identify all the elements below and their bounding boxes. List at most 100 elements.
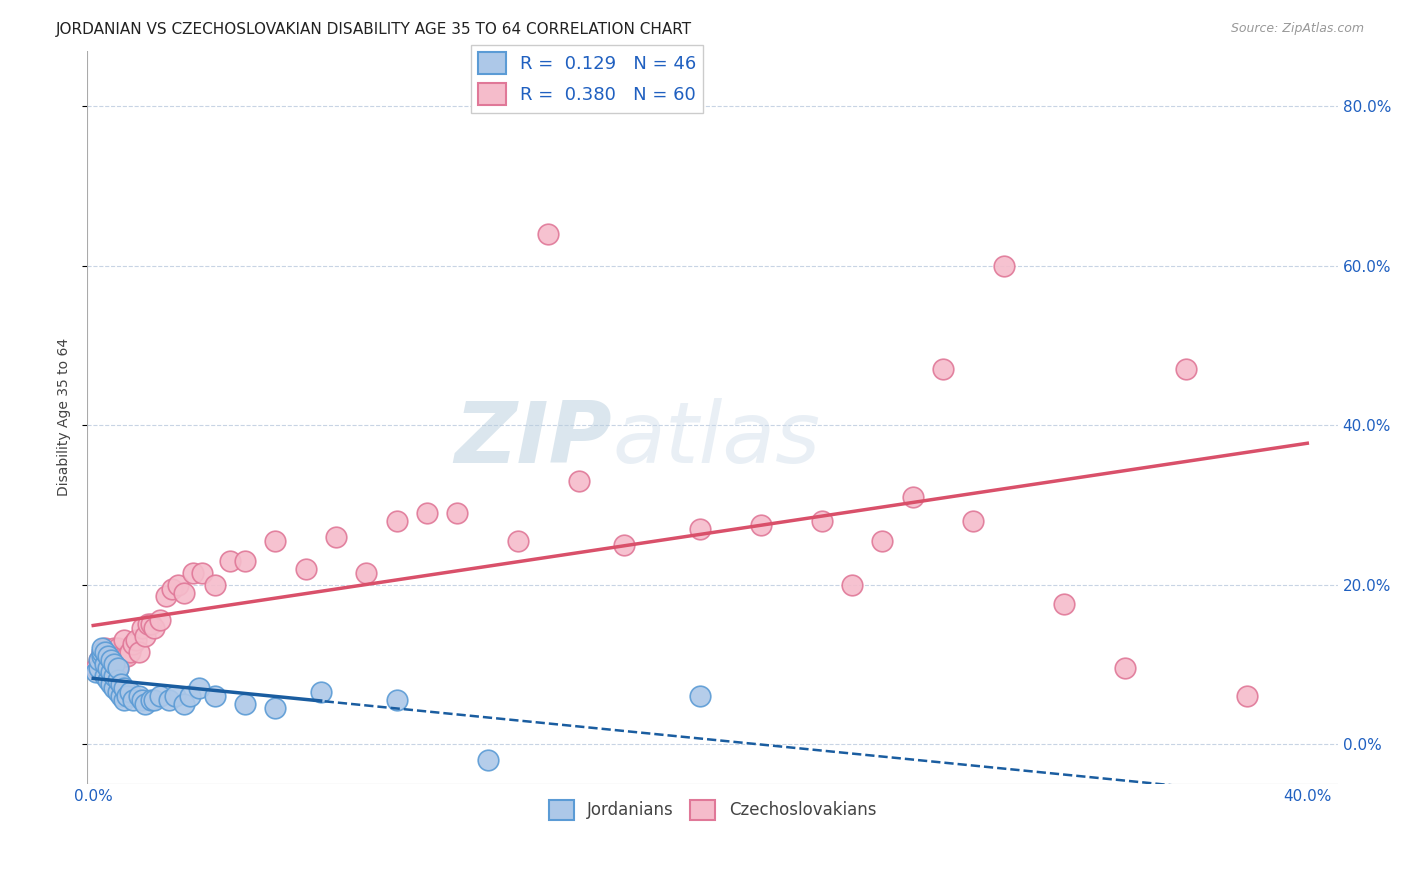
Point xyxy=(477,753,499,767)
Point xyxy=(1114,661,1136,675)
Point xyxy=(139,693,162,707)
Point xyxy=(97,661,120,675)
Point xyxy=(1053,598,1076,612)
Point xyxy=(233,697,256,711)
Point xyxy=(749,517,772,532)
Point xyxy=(107,641,129,656)
Point xyxy=(131,693,153,707)
Point xyxy=(416,506,439,520)
Point xyxy=(107,661,129,675)
Point xyxy=(136,617,159,632)
Text: ZIP: ZIP xyxy=(454,398,613,481)
Point xyxy=(100,665,122,680)
Legend: Jordanians, Czechoslovakians: Jordanians, Czechoslovakians xyxy=(541,793,883,827)
Point xyxy=(204,689,226,703)
Point xyxy=(91,645,114,659)
Point xyxy=(100,677,122,691)
Point xyxy=(188,681,211,695)
Point xyxy=(125,633,148,648)
Point xyxy=(100,645,122,659)
Point xyxy=(115,689,138,703)
Point xyxy=(264,533,287,548)
Point xyxy=(142,621,165,635)
Point xyxy=(309,685,332,699)
Point xyxy=(689,522,711,536)
Point xyxy=(131,621,153,635)
Text: Source: ZipAtlas.com: Source: ZipAtlas.com xyxy=(1230,22,1364,36)
Point xyxy=(107,661,129,675)
Point xyxy=(100,661,122,675)
Point xyxy=(385,514,408,528)
Point xyxy=(613,538,636,552)
Point xyxy=(191,566,214,580)
Point xyxy=(872,533,894,548)
Point xyxy=(110,677,132,691)
Point xyxy=(325,530,347,544)
Point xyxy=(183,566,205,580)
Point xyxy=(134,697,156,711)
Point xyxy=(128,645,150,659)
Point xyxy=(142,693,165,707)
Point xyxy=(173,697,195,711)
Point xyxy=(94,641,117,656)
Point xyxy=(103,641,125,656)
Point xyxy=(112,649,135,664)
Point xyxy=(568,474,591,488)
Point xyxy=(84,661,107,675)
Point xyxy=(356,566,378,580)
Point xyxy=(118,645,141,659)
Point xyxy=(89,653,111,667)
Point xyxy=(110,689,132,703)
Point xyxy=(107,685,129,699)
Point xyxy=(110,649,132,664)
Point xyxy=(901,490,924,504)
Point xyxy=(689,689,711,703)
Point xyxy=(84,665,107,680)
Point xyxy=(1174,362,1197,376)
Point xyxy=(149,614,172,628)
Point xyxy=(121,693,143,707)
Point xyxy=(264,701,287,715)
Point xyxy=(97,649,120,664)
Point xyxy=(294,561,316,575)
Point xyxy=(103,657,125,672)
Point xyxy=(139,617,162,632)
Point xyxy=(160,582,183,596)
Point xyxy=(1236,689,1258,703)
Point xyxy=(91,649,114,664)
Point xyxy=(97,661,120,675)
Point xyxy=(810,514,832,528)
Point xyxy=(165,689,187,703)
Point xyxy=(149,689,172,703)
Point xyxy=(993,259,1015,273)
Point xyxy=(962,514,984,528)
Point xyxy=(537,227,560,241)
Point xyxy=(134,629,156,643)
Point xyxy=(115,649,138,664)
Point xyxy=(173,585,195,599)
Point xyxy=(97,649,120,664)
Point xyxy=(91,645,114,659)
Point xyxy=(233,554,256,568)
Text: atlas: atlas xyxy=(613,398,820,481)
Point xyxy=(167,577,190,591)
Point xyxy=(112,693,135,707)
Text: JORDANIAN VS CZECHOSLOVAKIAN DISABILITY AGE 35 TO 64 CORRELATION CHART: JORDANIAN VS CZECHOSLOVAKIAN DISABILITY … xyxy=(56,22,692,37)
Point xyxy=(179,689,201,703)
Point xyxy=(157,693,180,707)
Point xyxy=(841,577,863,591)
Point xyxy=(94,657,117,672)
Point xyxy=(204,577,226,591)
Point xyxy=(94,657,117,672)
Point xyxy=(103,661,125,675)
Point xyxy=(94,645,117,659)
Point xyxy=(118,685,141,699)
Point xyxy=(100,653,122,667)
Point xyxy=(103,681,125,695)
Point xyxy=(155,590,177,604)
Point xyxy=(94,669,117,683)
Point xyxy=(97,673,120,688)
Point xyxy=(103,669,125,683)
Point xyxy=(91,641,114,656)
Y-axis label: Disability Age 35 to 64: Disability Age 35 to 64 xyxy=(58,338,72,496)
